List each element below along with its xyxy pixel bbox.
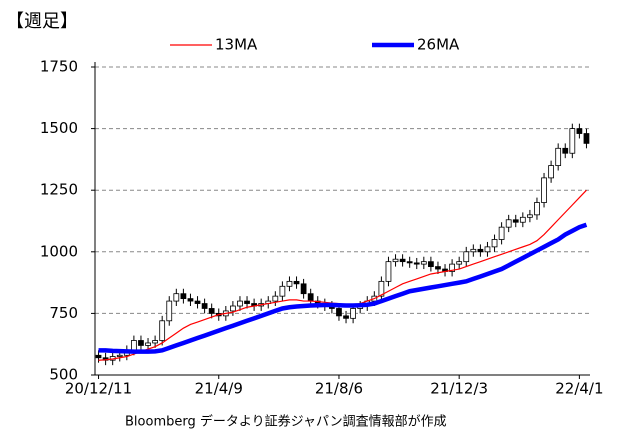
candle-body [413,262,420,265]
candle-body [145,342,151,346]
candle-body [477,248,484,253]
y-tick-label: 500 [49,366,78,384]
candle-body [131,340,137,351]
candle-body [208,308,215,314]
candle-body [491,239,498,248]
ma-line [98,189,587,361]
candle-body [343,315,349,319]
candle-body [519,216,526,223]
candle-body [116,354,123,357]
candle-body [548,165,554,179]
x-tick-label: 20/12/11 [65,380,132,398]
candle-body [307,293,314,302]
candle-body [244,300,250,304]
candle-body [399,258,406,263]
candle-body [293,280,300,285]
candle-body [392,258,399,263]
candle-body [456,261,463,265]
candle-body [166,300,173,322]
ma-line [98,222,588,354]
y-tick-label: 1000 [40,242,78,260]
candle-body [562,147,569,154]
candle-body [272,295,279,302]
x-tick-label: 21/4/9 [195,380,243,398]
candle-body [173,293,180,302]
legend-label: 26MA [417,36,460,54]
candle-body [470,248,477,253]
y-tick-label: 1500 [40,119,78,137]
y-tick-label: 1250 [40,181,78,199]
candle-body [385,261,392,282]
x-tick-label: 21/12/3 [430,380,488,398]
candle-body [583,133,590,144]
candle-body [152,340,158,344]
x-tick-label: 21/8/6 [315,380,363,398]
candle-body [286,280,293,287]
source-note: Bloomberg データより証券ジャパン調査情報部が作成 [125,414,447,430]
candle-body [435,266,441,270]
candle-body [512,219,519,223]
candle-body [406,261,413,264]
candle-body [527,214,533,218]
y-tick-label: 1750 [40,58,78,76]
candle-body [237,300,243,307]
candle-body [541,177,547,203]
candle-body [484,246,491,253]
candle-body [534,202,540,216]
candle-body [187,298,194,302]
candle-body [336,308,342,317]
candle-body [138,340,144,346]
candle-body [279,285,286,297]
candle-body [230,305,236,312]
candle-body [498,226,505,240]
x-tick-label: 22/4/1 [555,380,603,398]
chart-title: 【週足】 [6,11,78,32]
legend-label: 13MA [215,36,258,54]
candle-body [420,261,427,265]
candle-body [569,128,576,154]
candle-body [201,303,208,309]
candle-body [428,261,434,267]
candle-body [95,354,102,359]
candle-body [576,128,583,134]
candle-body [449,263,455,272]
candle-body [180,293,187,300]
candle-body [159,320,166,341]
candle-body [300,283,307,295]
candle-body [555,147,562,166]
candle-body [505,219,512,228]
candle-body [378,280,385,297]
candle-body [350,308,356,319]
y-tick-label: 750 [49,304,78,322]
candle-body [463,251,470,263]
candle-body [194,300,201,304]
